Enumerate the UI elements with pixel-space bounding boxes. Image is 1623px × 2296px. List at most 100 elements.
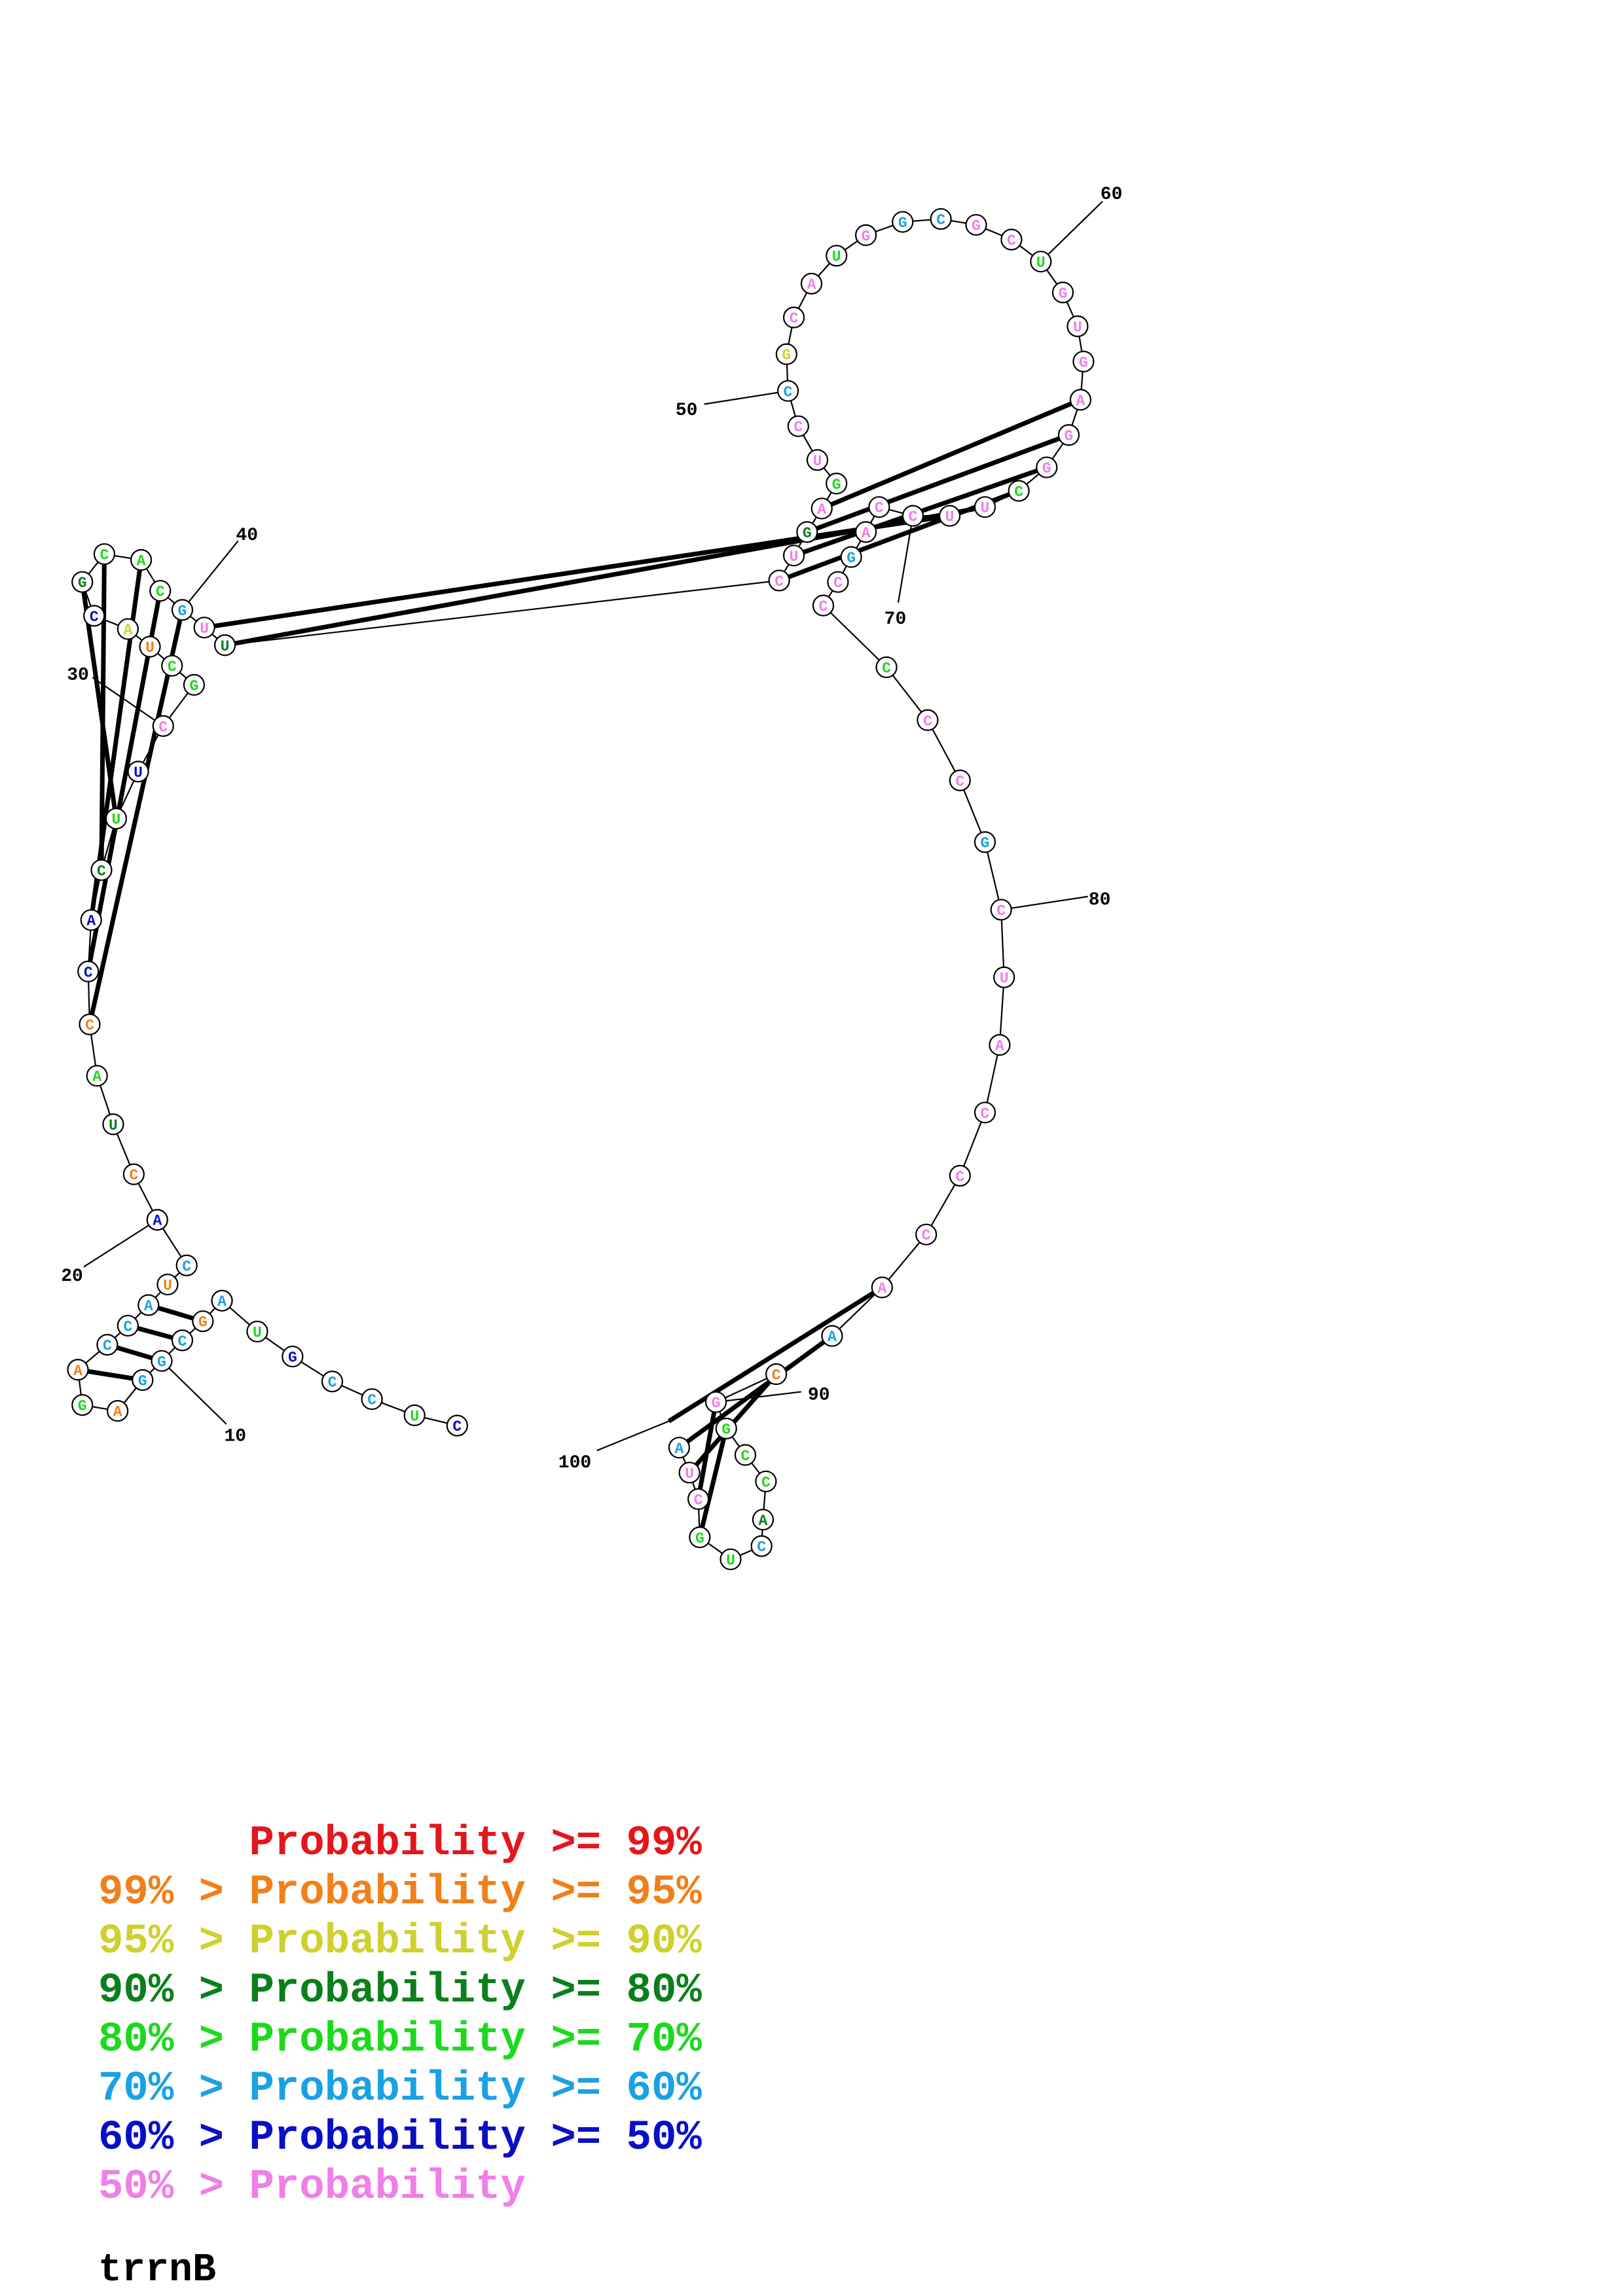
nucleotide-letter: C [158, 719, 168, 736]
base-pair-line [806, 433, 1070, 535]
nucleotide-circle [1008, 480, 1030, 502]
nucleotide-circle [132, 1369, 154, 1391]
nucleotide-circle [71, 1394, 94, 1416]
backbone-segment [984, 842, 1002, 910]
nucleotide-circle [768, 569, 790, 592]
nucleotide-85: C [915, 1223, 938, 1246]
nucleotide-circle [765, 1363, 788, 1386]
probability-legend: Probability >= 99% 99% > Probability >= 9… [98, 1820, 702, 2212]
nucleotide-10: G [151, 1350, 173, 1372]
nucleotide-11: G [132, 1369, 154, 1391]
legend-row: 80% > Probability >= 70% [98, 2016, 702, 2065]
nucleotide-circle [149, 580, 172, 602]
nucleotide-letter: A [995, 1038, 1004, 1055]
nucleotide-circle [80, 909, 102, 931]
nucleotide-letter: G [721, 1422, 731, 1439]
backbone-segment [998, 977, 1005, 1045]
nucleotide-letter: U [726, 1552, 735, 1569]
nucleotide-circle [96, 1334, 119, 1356]
nucleotide-circle [868, 496, 890, 518]
nucleotide-letter: U [945, 509, 955, 526]
nucleotide-41: U [193, 617, 215, 639]
nucleotide-48: U [806, 449, 829, 471]
nucleotide-34: A [117, 618, 139, 640]
position-tick [704, 390, 788, 405]
nucleotide-32: C [161, 655, 183, 677]
nucleotide-letter: U [685, 1465, 694, 1482]
nucleotide-circle [83, 605, 105, 627]
legend-row: 60% > Probability >= 50% [98, 2114, 702, 2163]
nucleotide-circle [403, 1404, 426, 1426]
position-tick [83, 1219, 158, 1268]
nucleotide-24: C [79, 1013, 101, 1035]
nucleotide-letter: C [182, 1258, 191, 1275]
nucleotide-circle [246, 1320, 268, 1342]
nucleotide-letter: G [157, 1354, 166, 1371]
legend-row: 70% > Probability >= 60% [98, 2065, 702, 2114]
position-label: 30 [67, 665, 89, 685]
nucleotide-1: C [446, 1414, 468, 1437]
nucleotide-8: G [192, 1310, 214, 1333]
nucleotide-letter: C [772, 1367, 781, 1384]
nucleotide-circle [1069, 389, 1092, 411]
base-pair-lines [77, 397, 1082, 1538]
nucleotide-letter: C [819, 598, 828, 615]
nucleotide-6: U [246, 1320, 268, 1342]
backbone-segment [984, 1045, 1000, 1113]
base-pair-line [678, 1334, 834, 1450]
nucleotide-letter: G [832, 476, 841, 493]
nucleotide-81: U [993, 966, 1015, 988]
nucleotide-54: U [826, 245, 848, 267]
base-pair-line [697, 1427, 729, 1538]
nucleotide-62: U [1067, 315, 1089, 338]
nucleotide-letter: G [78, 1398, 87, 1415]
nucleotide-circle [974, 831, 996, 853]
nucleotide-47: G [826, 473, 848, 495]
position-tick [161, 1360, 227, 1425]
legend-prefix: 90% > [98, 1967, 249, 2015]
nucleotide-letter: C [833, 575, 843, 592]
nucleotide-61: G [1051, 281, 1074, 304]
nucleotide-letter: A [862, 525, 871, 542]
nucleotide-51: G [775, 343, 797, 365]
nucleotide-92: C [755, 1470, 777, 1493]
backbone-segment [881, 1234, 927, 1288]
nucleotide-39: C [149, 580, 172, 602]
nucleotide-circle [213, 634, 236, 656]
nucleotide-letter: A [123, 622, 132, 639]
nucleotide-2: U [403, 1404, 426, 1426]
position-label: 90 [808, 1386, 830, 1406]
nucleotide-letter: A [817, 501, 826, 518]
nucleotide-circle [105, 808, 127, 830]
nucleotide-letter: U [790, 548, 799, 565]
nucleotide-56: G [892, 211, 914, 233]
legend-prefix: 60% > [98, 2115, 249, 2162]
position-label: 80 [1089, 890, 1111, 910]
nucleotide-70: C [902, 505, 924, 527]
nucleotide-circle [175, 1254, 198, 1276]
nucleotide-circle [678, 1462, 701, 1484]
nucleotide-circle [361, 1388, 383, 1410]
nucleotide-17: A [137, 1294, 160, 1316]
nucleotide-37: C [93, 543, 116, 565]
nucleotide-circle [689, 1526, 711, 1549]
nucleotide-circle [826, 245, 848, 267]
nucleotide-circle [871, 1276, 893, 1299]
nucleotide-circle [720, 1548, 742, 1571]
nucleotide-letter: U [410, 1408, 419, 1425]
nucleotide-87: A [821, 1325, 843, 1347]
nucleotide-circle [938, 505, 961, 527]
nucleotide-19: C [175, 1254, 198, 1276]
nucleotide-letter: G [178, 603, 187, 620]
nucleotide-letter: U [1073, 319, 1082, 336]
nucleotide-letter: C [775, 573, 784, 590]
nucleotide-letter: G [138, 1372, 147, 1390]
nucleotide-18: U [156, 1273, 179, 1296]
nucleotide-64: A [1069, 389, 1092, 411]
nucleotide-circle [193, 617, 215, 639]
nucleotide-43: C [768, 569, 790, 592]
nucleotide-letter: U [981, 500, 990, 517]
nucleotide-95: U [720, 1548, 742, 1571]
nucleotide-letter: C [1014, 484, 1023, 501]
nucleotide-36: G [71, 571, 94, 593]
